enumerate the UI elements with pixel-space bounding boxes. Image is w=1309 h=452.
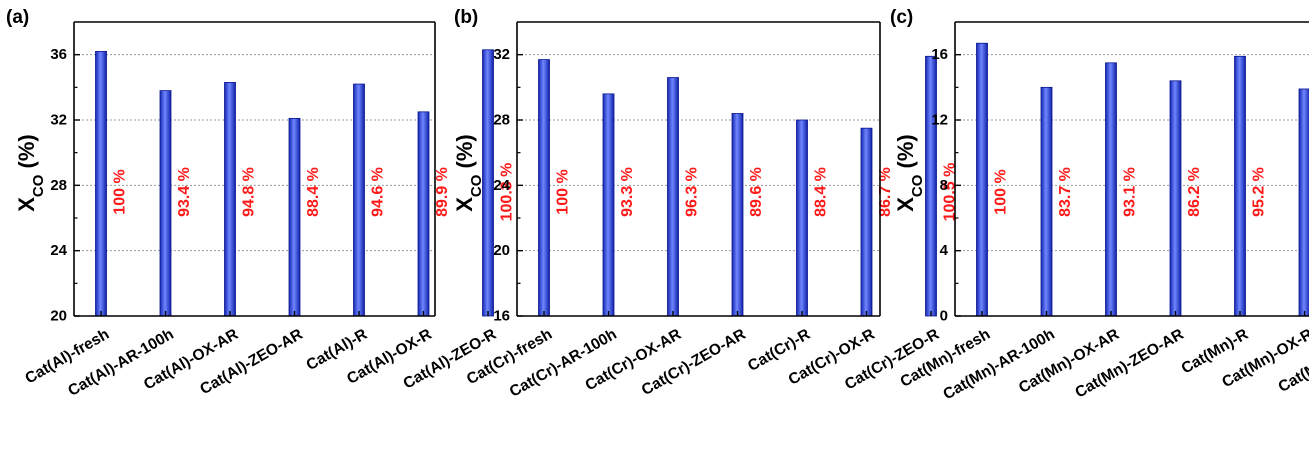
y-tick-label: 24 [493, 177, 510, 194]
bar [538, 59, 550, 317]
y-tick-label: 32 [50, 112, 67, 129]
y-tick-label: 8 [940, 177, 948, 194]
y-tick-label: 0 [940, 308, 948, 325]
category-label: Cat(Mn)-ZEO-AR [1072, 326, 1186, 402]
bar [1040, 86, 1053, 317]
y-tick-label: 36 [50, 46, 67, 63]
value-annotation: 88.4 % [305, 167, 322, 217]
y-tick-label: 24 [50, 242, 67, 259]
value-annotation: 100 % [993, 169, 1010, 214]
value-annotation: 86.2 % [1186, 167, 1203, 217]
bar [667, 77, 679, 317]
category-label: Cat(Al)-AR-100h [65, 326, 176, 400]
category-label: Cat(Mn)-AR-100h [940, 326, 1057, 404]
value-annotation: 100 % [112, 169, 129, 214]
value-annotation: 93.4 % [176, 167, 193, 217]
y-tick-label: 20 [493, 242, 510, 259]
y-tick-label: 28 [50, 177, 67, 194]
value-annotation: 100 % [555, 169, 572, 214]
y-tick-label: 16 [493, 308, 510, 325]
bar [353, 83, 365, 317]
panel-b: 100 % 93.3 % 96.3 % 89.6 % 88.4 % 86.7 % 100.5… [452, 7, 959, 401]
bar [731, 113, 744, 317]
y-axis-label: XCO (%) [893, 134, 926, 212]
category-label: Cat(Cr)-AR-100h [507, 326, 620, 401]
bar [925, 55, 937, 317]
value-annotation: 94.6 % [370, 167, 387, 217]
y-axis-label: XCO (%) [452, 134, 485, 212]
bar [796, 119, 808, 317]
y-tick-label: 4 [940, 242, 949, 259]
bar [159, 90, 172, 317]
bar [1105, 62, 1117, 317]
value-annotation: 86.7 % [877, 167, 894, 217]
bar [1298, 88, 1309, 317]
y-tick-label: 32 [493, 46, 510, 63]
value-annotation: 88.4 % [813, 167, 830, 217]
panel-label: (c) [890, 7, 913, 28]
y-axis-label: XCO (%) [14, 134, 47, 212]
y-tick-label: 12 [931, 112, 948, 129]
value-annotation: 89.6 % [748, 167, 765, 217]
panel-label: (b) [454, 7, 478, 28]
y-tick-label: 28 [493, 112, 510, 129]
value-annotation: 94.8 % [241, 167, 258, 217]
panel-label: (a) [6, 7, 29, 28]
bar [602, 93, 615, 317]
bar [288, 117, 301, 317]
value-annotation: 100.3 % [499, 163, 516, 222]
bar [976, 42, 988, 317]
value-annotation: 93.3 % [619, 167, 636, 217]
y-tick-label: 20 [50, 308, 67, 325]
bar [224, 82, 236, 317]
value-annotation: 95.2 % [1251, 167, 1268, 217]
bar [95, 51, 107, 317]
panel-a: 100 % 93.4 % 94.8 % 88.4 % 94.6 % 89.9 % 100.3… [6, 7, 516, 400]
value-annotation: 93.1 % [1122, 167, 1139, 217]
y-tick-label: 16 [931, 46, 948, 63]
bar [1169, 80, 1182, 317]
bar [860, 127, 873, 317]
value-annotation: 96.3 % [684, 167, 701, 217]
bar [1234, 55, 1246, 317]
value-annotation: 83.7 % [1057, 167, 1074, 217]
bar [417, 111, 430, 317]
value-annotation: 89.9 % [434, 167, 451, 217]
